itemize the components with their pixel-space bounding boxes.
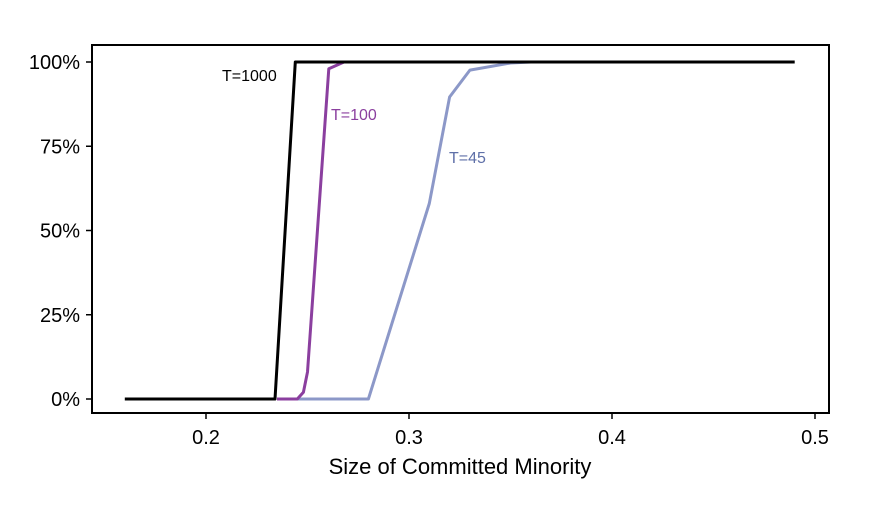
y-tick-label: 100% bbox=[29, 52, 80, 74]
series-line-t-100 bbox=[277, 60, 345, 401]
x-tick-label: 0.3 bbox=[395, 427, 423, 449]
x-tick-label: 0.2 bbox=[192, 427, 220, 449]
series-line-t-1000 bbox=[124, 60, 795, 401]
x-axis-label: Size of Committed Minority bbox=[329, 454, 592, 479]
series-label-t-45: T=45 bbox=[449, 150, 486, 167]
y-tick-label: 75% bbox=[40, 136, 80, 158]
y-tick-label: 50% bbox=[40, 221, 80, 243]
series-label-t-1000: T=1000 bbox=[222, 68, 277, 85]
y-tick-label: 25% bbox=[40, 305, 80, 327]
y-tick-label: 0% bbox=[51, 389, 80, 411]
series-label-t-100: T=100 bbox=[331, 107, 377, 124]
x-tick-label: 0.5 bbox=[801, 427, 829, 449]
plot-frame bbox=[91, 44, 830, 414]
x-tick-label: 0.4 bbox=[598, 427, 626, 449]
